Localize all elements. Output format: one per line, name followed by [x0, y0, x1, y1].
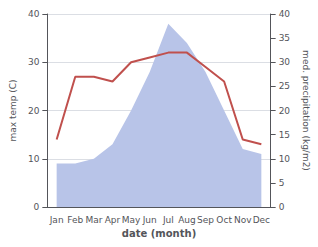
- svg-text:Dec: Dec: [253, 215, 270, 225]
- svg-text:40: 40: [279, 9, 291, 19]
- svg-text:Aug: Aug: [178, 215, 196, 225]
- svg-text:0: 0: [279, 202, 285, 212]
- svg-text:20: 20: [28, 106, 40, 116]
- svg-text:Jan: Jan: [49, 215, 64, 225]
- svg-text:med. precipitation (kg/m2): med. precipitation (kg/m2): [301, 50, 311, 171]
- svg-text:Apr: Apr: [105, 215, 121, 225]
- svg-text:20: 20: [279, 106, 291, 116]
- svg-text:40: 40: [28, 9, 40, 19]
- svg-text:Nov: Nov: [234, 215, 252, 225]
- svg-text:Feb: Feb: [67, 215, 83, 225]
- svg-text:Sep: Sep: [197, 215, 214, 225]
- svg-text:date (month): date (month): [122, 228, 196, 239]
- svg-text:30: 30: [279, 57, 291, 67]
- svg-text:10: 10: [279, 154, 291, 164]
- svg-text:25: 25: [279, 81, 290, 91]
- svg-text:Mar: Mar: [85, 215, 102, 225]
- svg-text:max temp (C): max temp (C): [8, 79, 18, 141]
- svg-text:35: 35: [279, 33, 290, 43]
- svg-text:10: 10: [28, 154, 40, 164]
- svg-text:May: May: [122, 215, 141, 225]
- svg-text:0: 0: [34, 202, 40, 212]
- svg-text:Oct: Oct: [216, 215, 232, 225]
- svg-text:30: 30: [28, 57, 40, 67]
- svg-text:Jun: Jun: [142, 215, 157, 225]
- svg-text:5: 5: [279, 178, 285, 188]
- svg-text:Jul: Jul: [162, 215, 174, 225]
- svg-text:15: 15: [279, 130, 290, 140]
